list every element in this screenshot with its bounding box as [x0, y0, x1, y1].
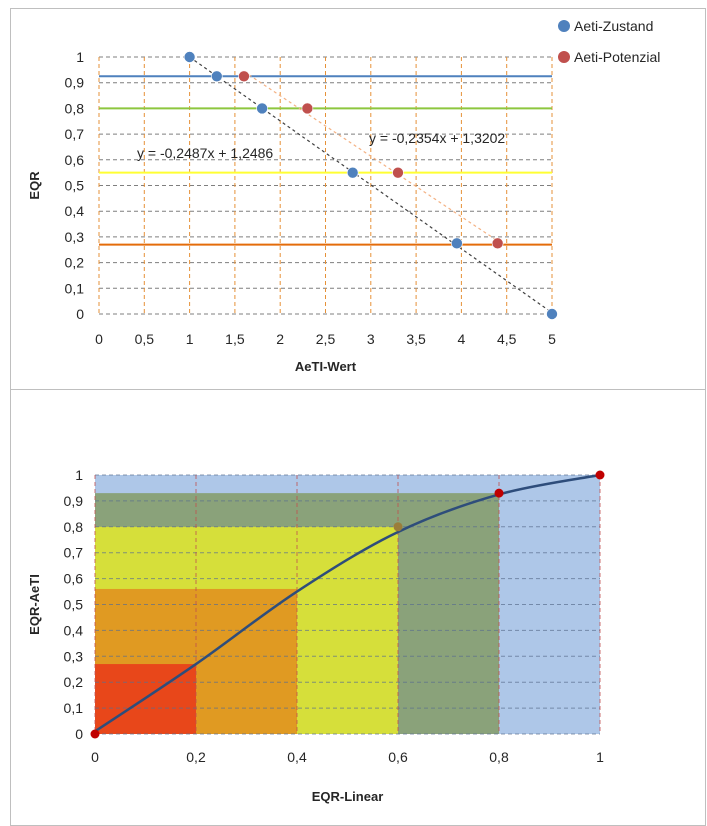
eqr-vs-aeti-scatter-chart: y = -0,2487x + 1,2486 y = -0,2354x + 1,32…: [27, 18, 660, 374]
y-tick-label: 0,1: [64, 700, 84, 716]
x-tick-label: 4,5: [497, 331, 517, 347]
data-point-marker: [494, 488, 504, 498]
data-point-zustand: [183, 51, 196, 63]
y-tick-label: 0,2: [65, 255, 85, 271]
x-axis-title: AeTI-Wert: [295, 359, 357, 374]
y-tick-label: 1: [75, 467, 83, 483]
data-point-potenzial: [238, 70, 250, 83]
x-tick-label: 3: [367, 331, 375, 347]
top-chart-panel: y = -0,2487x + 1,2486 y = -0,2354x + 1,32…: [10, 8, 706, 390]
y-tick-label: 0,9: [64, 493, 84, 509]
data-point-marker: [595, 470, 605, 480]
y-tick-label: 0,4: [64, 622, 84, 638]
x-tick-label: 2: [276, 331, 284, 347]
x-axis-title: EQR-Linear: [312, 789, 384, 804]
x-tick-label: 0,8: [489, 749, 509, 765]
data-point-potenzial: [392, 166, 404, 179]
x-tick-label: 4: [458, 331, 466, 347]
y-tick-label: 0,1: [65, 280, 85, 296]
y-tick-label: 0,4: [65, 203, 85, 219]
x-tick-label: 1,5: [225, 331, 245, 347]
y-tick-label: 0,9: [65, 75, 85, 91]
y-tick-label: 0: [76, 306, 84, 322]
y-axis-title: EQR-AeTI: [27, 574, 42, 635]
trendline-equation-zustand: y = -0,2487x + 1,2486: [137, 145, 273, 161]
legend-label: Aeti-Potenzial: [574, 49, 660, 65]
y-tick-label: 0,2: [64, 674, 84, 690]
x-tick-label: 0: [91, 749, 99, 765]
trendline-equation-potenzial: y = -0,2354x + 1,3202: [369, 130, 505, 146]
legend-marker: [558, 20, 570, 32]
y-tick-label: 1: [76, 49, 84, 65]
x-tick-label: 0,5: [135, 331, 155, 347]
y-tick-label: 0,7: [65, 126, 85, 142]
x-tick-label: 0,2: [186, 749, 206, 765]
y-tick-label: 0,3: [64, 648, 84, 664]
y-tick-label: 0,6: [64, 571, 84, 587]
data-point-zustand: [210, 70, 223, 83]
trendline-zustand: [189, 56, 553, 314]
eqr-aeti-vs-linear-chart: 0 0,1 0,2 0,3 0,4 0,5 0,6 0,7 0,8 0,9 1 0 0,2 0,4 0,6 0…: [27, 467, 605, 804]
x-tick-label: 0,4: [287, 749, 307, 765]
data-point-marker: [90, 729, 100, 739]
legend-label: Aeti-Zustand: [574, 18, 653, 34]
x-tick-label: 1: [186, 331, 194, 347]
y-tick-label: 0,6: [65, 152, 85, 168]
data-point-marker: [393, 522, 403, 532]
data-point-zustand: [546, 308, 558, 320]
x-tick-label: 1: [596, 749, 604, 765]
x-tick-label: 3,5: [406, 331, 426, 347]
data-point-zustand: [346, 166, 359, 179]
eqr-curve: [94, 473, 601, 733]
y-tick-label: 0,8: [65, 100, 85, 116]
x-tick-label: 5: [548, 331, 556, 347]
bottom-chart-panel: 0 0,1 0,2 0,3 0,4 0,5 0,6 0,7 0,8 0,9 1 0 0,2 0,4 0,6 0…: [10, 390, 706, 826]
y-tick-label: 0,5: [65, 178, 85, 194]
data-point-potenzial: [301, 102, 314, 115]
y-tick-label: 0: [75, 726, 83, 742]
data-point-potenzial: [491, 237, 504, 250]
y-tick-label: 0,3: [65, 229, 85, 245]
data-point-zustand: [451, 237, 463, 250]
trendline-potenzial: [243, 71, 498, 242]
x-tick-label: 2,5: [316, 331, 336, 347]
x-tick-label: 0: [95, 331, 103, 347]
y-tick-label: 0,5: [64, 597, 84, 613]
data-point-zustand: [256, 102, 268, 115]
y-axis-title: EQR: [27, 171, 42, 200]
legend-marker: [558, 51, 570, 63]
y-tick-label: 0,7: [64, 545, 84, 561]
x-tick-label: 0,6: [388, 749, 408, 765]
y-tick-label: 0,8: [64, 519, 84, 535]
